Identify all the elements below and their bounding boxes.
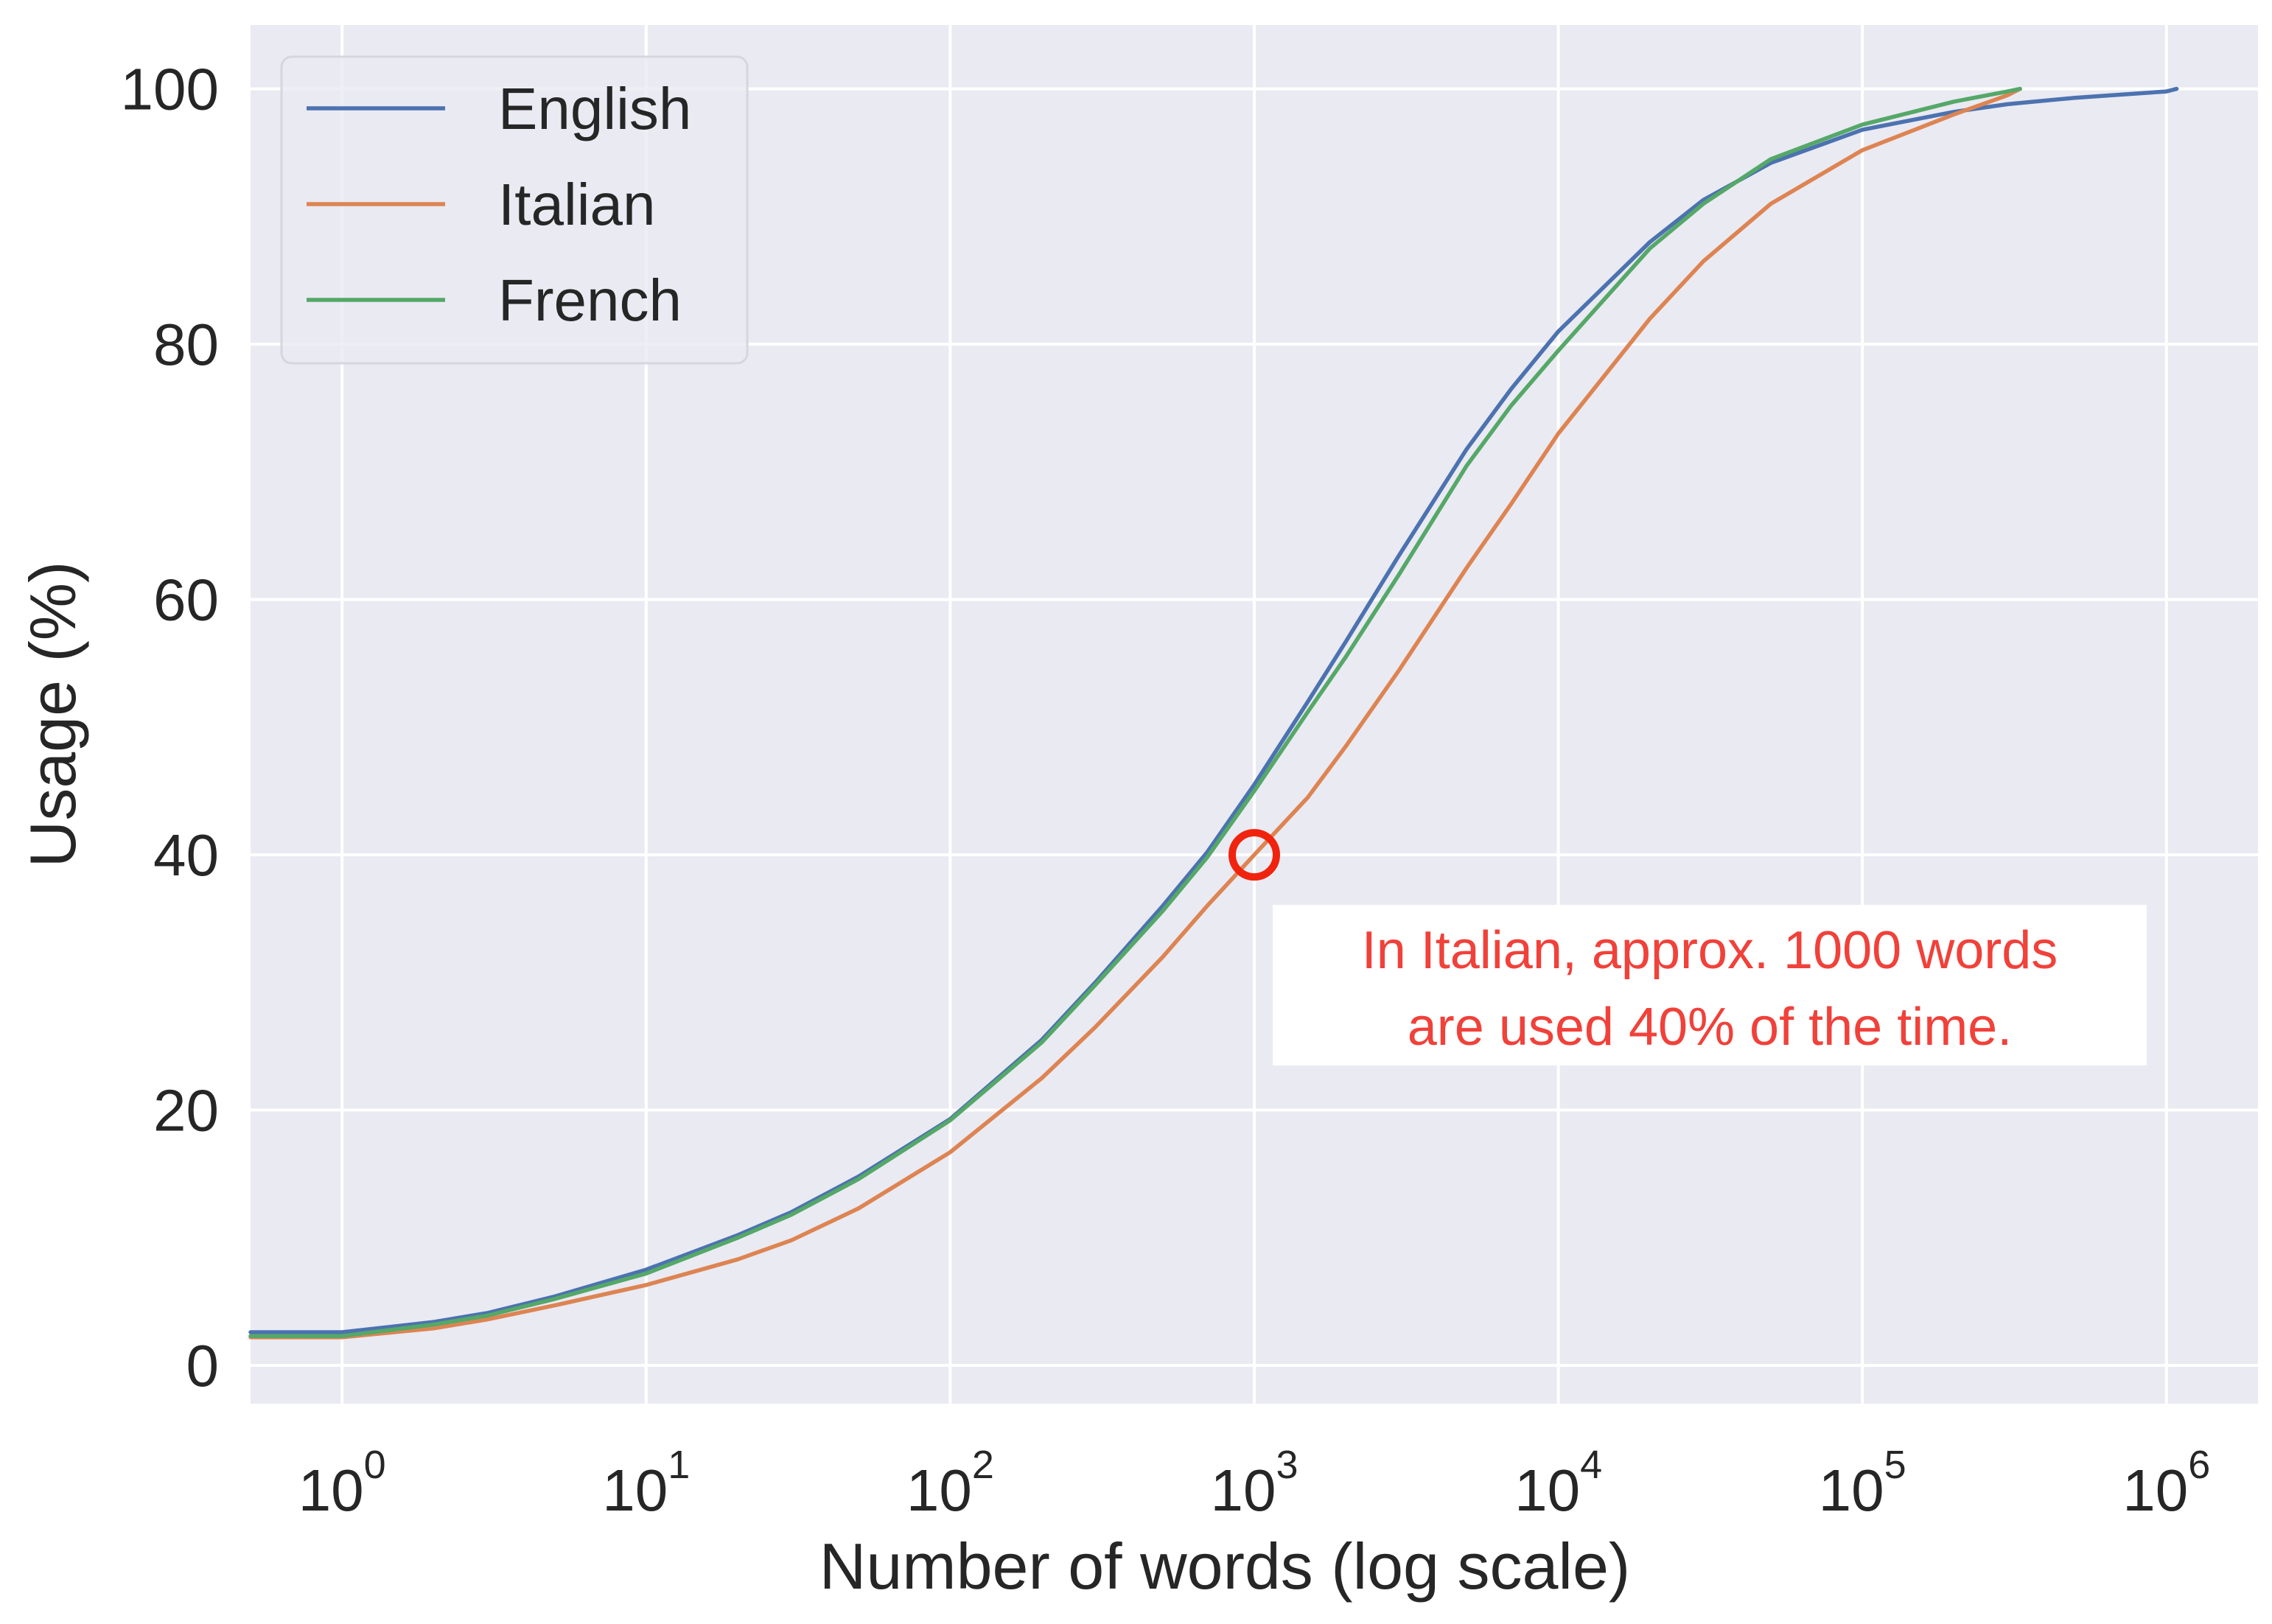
- annotation: In Italian, approx. 1000 words are used 4…: [1228, 829, 2147, 1065]
- series-layer: [248, 86, 2179, 1340]
- y-tick-label: 80: [153, 312, 219, 377]
- annotation-text-line: In Italian, approx. 1000 words: [1362, 921, 2058, 980]
- series-line-italian: [248, 86, 2022, 1340]
- annotation-marker: [1228, 829, 1280, 881]
- annotation-text-line: are used 40% of the time.: [1408, 998, 2012, 1057]
- legend-label: French: [498, 267, 682, 333]
- legend-frame: [280, 55, 749, 365]
- legend-label: English: [498, 76, 691, 141]
- x-tick-label: 100: [298, 1443, 386, 1523]
- x-tick-label: 101: [602, 1443, 690, 1523]
- x-tick-label: 102: [906, 1443, 994, 1523]
- y-tick-label: 0: [186, 1333, 220, 1399]
- y-tick-label: 60: [153, 567, 219, 633]
- legend: English Italian French: [280, 55, 749, 365]
- y-axis-label: Usage (%): [16, 561, 89, 868]
- y-tick-label: 40: [153, 822, 219, 888]
- x-axis-ticks: 100 101 102 103 104 105 106: [298, 1443, 2211, 1523]
- series-line-english: [248, 86, 2179, 1334]
- annotation-box: [1273, 905, 2147, 1065]
- legend-item-english: English: [307, 76, 691, 141]
- series-line-french: [248, 86, 2022, 1338]
- x-tick-label: 104: [1514, 1443, 1602, 1523]
- y-tick-label: 100: [121, 57, 219, 122]
- x-tick-label: 103: [1210, 1443, 1298, 1523]
- x-axis-label: Number of words (log scale): [819, 1530, 1630, 1603]
- y-axis-ticks: 0 20 40 60 80 100: [121, 57, 219, 1399]
- x-tick-label: 106: [2122, 1443, 2210, 1523]
- x-tick-label: 105: [1819, 1443, 1906, 1523]
- legend-item-italian: Italian: [307, 172, 655, 237]
- legend-item-french: French: [307, 267, 682, 333]
- legend-label: Italian: [498, 172, 655, 237]
- y-tick-label: 20: [153, 1078, 219, 1144]
